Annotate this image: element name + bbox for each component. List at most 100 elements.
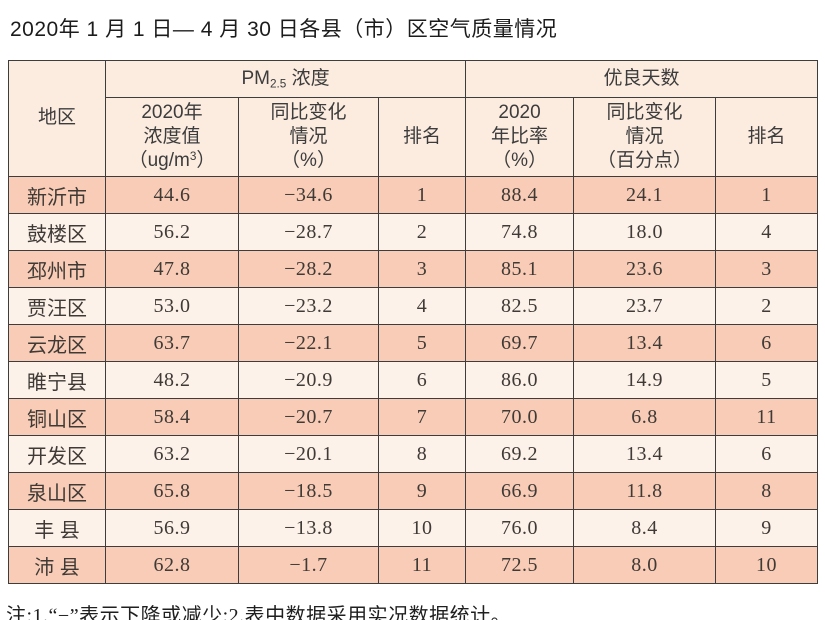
header-sub-row: 2020年 浓度值 （ug/m3） 同比变化 情况 （%） 排名 2020 年比… xyxy=(9,97,819,177)
pm-change-cell: −1.7 xyxy=(238,546,379,584)
region-cell: 泉山区 xyxy=(8,472,106,510)
rate-cell: 88.4 xyxy=(465,176,575,214)
pm-change-cell: −34.6 xyxy=(238,176,379,214)
pm-rank-cell: 3 xyxy=(377,250,467,288)
rate-change-cell: 23.6 xyxy=(573,250,717,288)
pm-value-cell: 65.8 xyxy=(105,472,239,510)
region-cell: 睢宁县 xyxy=(8,361,106,399)
unit-text: （ug/m xyxy=(128,150,190,172)
rate-cell: 69.7 xyxy=(465,324,575,362)
table-row: 丰 县 56.9 −13.8 10 76.0 8.4 9 xyxy=(8,509,819,547)
pm-value-cell: 47.8 xyxy=(105,250,239,288)
header-line: 情况 xyxy=(289,125,328,147)
rate-rank-cell: 4 xyxy=(715,213,819,251)
header-good-days-group: 优良天数 xyxy=(465,60,819,98)
header-pm-rank: 排名 xyxy=(377,97,467,177)
pm25-suffix: 浓度 xyxy=(286,67,330,89)
pm-rank-cell: 10 xyxy=(377,509,467,547)
pm-rank-cell: 6 xyxy=(377,361,467,399)
footnote: 注:1.“−”表示下降或减少;2.表中数据采用实况数据统计。 xyxy=(6,605,512,620)
pm-rank-cell: 1 xyxy=(377,176,467,214)
header-line: 浓度值 xyxy=(143,125,201,147)
table-row: 泉山区 65.8 −18.5 9 66.9 11.8 8 xyxy=(8,472,819,510)
header-line: 2020年 xyxy=(141,101,203,123)
pm-value-cell: 63.7 xyxy=(105,324,239,362)
header-line: （百分点） xyxy=(597,150,693,172)
rate-cell: 66.9 xyxy=(465,472,575,510)
unit-superscript: 3 xyxy=(189,150,197,164)
header-pm-change: 同比变化 情况 （%） xyxy=(238,97,379,177)
table-row: 开发区 63.2 −20.1 8 69.2 13.4 6 xyxy=(8,435,819,473)
rate-cell: 86.0 xyxy=(465,361,575,399)
table-row: 新沂市 44.6 −34.6 1 88.4 24.1 1 xyxy=(8,176,819,214)
table-row: 睢宁县 48.2 −20.9 6 86.0 14.9 5 xyxy=(8,361,819,399)
region-cell: 邳州市 xyxy=(8,250,106,288)
pm-change-cell: −20.7 xyxy=(238,398,379,436)
rate-rank-cell: 8 xyxy=(715,472,819,510)
rate-cell: 69.2 xyxy=(465,435,575,473)
table-row: 沛 县 62.8 −1.7 11 72.5 8.0 10 xyxy=(8,546,819,584)
pm-value-cell: 48.2 xyxy=(105,361,239,399)
table-row: 邳州市 47.8 −28.2 3 85.1 23.6 3 xyxy=(8,250,819,288)
pm-value-cell: 53.0 xyxy=(105,287,239,325)
rate-rank-cell: 3 xyxy=(715,250,819,288)
header-line: （%） xyxy=(492,150,547,172)
rate-change-cell: 14.9 xyxy=(573,361,717,399)
header-group-row: 地区 PM2.5 浓度 优良天数 xyxy=(8,60,819,177)
region-cell: 新沂市 xyxy=(8,176,106,214)
header-region: 地区 xyxy=(8,60,106,177)
pm-change-cell: −18.5 xyxy=(238,472,379,510)
header-rate-rank: 排名 xyxy=(715,97,819,177)
pm-rank-cell: 4 xyxy=(377,287,467,325)
pm-rank-cell: 11 xyxy=(377,546,467,584)
page-title: 2020年 1 月 1 日— 4 月 30 日各县（市）区空气质量情况 xyxy=(10,18,558,41)
rate-rank-cell: 5 xyxy=(715,361,819,399)
header-line: 同比变化 xyxy=(606,101,683,123)
pm-change-cell: −23.2 xyxy=(238,287,379,325)
pm25-label: PM xyxy=(241,67,270,89)
pm-value-cell: 62.8 xyxy=(105,546,239,584)
rate-rank-cell: 6 xyxy=(715,324,819,362)
pm-change-cell: −28.2 xyxy=(238,250,379,288)
pm-value-cell: 44.6 xyxy=(105,176,239,214)
header-line: 2020 xyxy=(498,101,541,123)
pm-rank-cell: 2 xyxy=(377,213,467,251)
header-line: （%） xyxy=(281,150,336,172)
region-cell: 开发区 xyxy=(8,435,106,473)
rate-rank-cell: 9 xyxy=(715,509,819,547)
table-header: 地区 PM2.5 浓度 优良天数 2020年 浓度值 （ug/m3） 同比变化 … xyxy=(8,60,819,177)
rate-change-cell: 13.4 xyxy=(573,324,717,362)
rate-change-cell: 24.1 xyxy=(573,176,717,214)
table-body: 新沂市 44.6 −34.6 1 88.4 24.1 1 鼓楼区 56.2 −2… xyxy=(8,176,819,584)
rate-change-cell: 23.7 xyxy=(573,287,717,325)
region-cell: 云龙区 xyxy=(8,324,106,362)
rate-change-cell: 8.0 xyxy=(573,546,717,584)
rate-cell: 74.8 xyxy=(465,213,575,251)
pm-value-cell: 63.2 xyxy=(105,435,239,473)
rate-change-cell: 13.4 xyxy=(573,435,717,473)
header-rate-change: 同比变化 情况 （百分点） xyxy=(573,97,717,177)
pm-change-cell: −20.9 xyxy=(238,361,379,399)
region-cell: 鼓楼区 xyxy=(8,213,106,251)
pm-value-cell: 56.9 xyxy=(105,509,239,547)
table-row: 鼓楼区 56.2 −28.7 2 74.8 18.0 4 xyxy=(8,213,819,251)
table-row: 铜山区 58.4 −20.7 7 70.0 6.8 11 xyxy=(8,398,819,436)
pm25-subscript: 2.5 xyxy=(269,77,287,91)
rate-cell: 85.1 xyxy=(465,250,575,288)
pm-value-cell: 56.2 xyxy=(105,213,239,251)
rate-change-cell: 11.8 xyxy=(573,472,717,510)
rate-change-cell: 8.4 xyxy=(573,509,717,547)
unit-text-close: ） xyxy=(196,150,216,172)
header-line: 同比变化 xyxy=(270,101,347,123)
region-cell: 铜山区 xyxy=(8,398,106,436)
rate-rank-cell: 2 xyxy=(715,287,819,325)
pm-change-cell: −28.7 xyxy=(238,213,379,251)
pm-change-cell: −22.1 xyxy=(238,324,379,362)
rate-change-cell: 18.0 xyxy=(573,213,717,251)
header-line: （ug/m3） xyxy=(107,149,238,173)
rate-cell: 76.0 xyxy=(465,509,575,547)
pm-rank-cell: 5 xyxy=(377,324,467,362)
rate-cell: 72.5 xyxy=(465,546,575,584)
rate-change-cell: 6.8 xyxy=(573,398,717,436)
